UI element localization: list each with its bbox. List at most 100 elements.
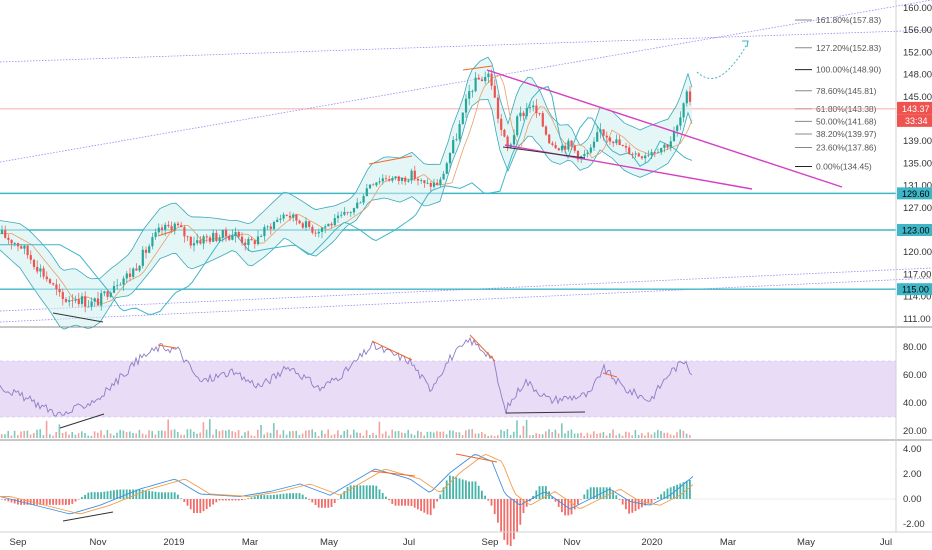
candle-body [618, 139, 621, 146]
level-price-tag[interactable] [897, 283, 932, 296]
divergence-line[interactable] [157, 229, 177, 237]
volume-bar [33, 432, 35, 438]
candle-body [608, 137, 612, 142]
macd-histogram-bar [193, 499, 195, 514]
macd-axis[interactable]: 4.00 2.00 0.00 -2.00 [903, 444, 925, 530]
volume-bar [36, 429, 38, 438]
divergence-line[interactable] [505, 411, 586, 414]
candle-body [628, 147, 631, 155]
volume-bar [513, 431, 515, 438]
level-price-tag[interactable] [897, 224, 932, 236]
macd-histogram-bar [577, 499, 579, 505]
price-tick-label: 152.00 [903, 47, 932, 58]
macd-histogram-bar [74, 499, 77, 502]
volume-bar [452, 430, 454, 438]
candle-body [490, 73, 493, 86]
volume-bar [65, 431, 67, 438]
macd-histogram-bar [676, 484, 678, 499]
volume-bar [673, 435, 675, 438]
volume-bar [557, 433, 560, 438]
volume-bar [625, 431, 627, 438]
divergence-line[interactable] [371, 340, 413, 361]
level-price-tag[interactable] [897, 187, 932, 200]
oscillator-axis[interactable]: 80.00 60.00 40.00 20.00 [903, 342, 927, 437]
candle-body [4, 230, 7, 238]
volume-bar [234, 432, 237, 438]
volume-bar [314, 432, 317, 438]
volume-bar [327, 429, 329, 438]
macd-histogram-bar [426, 499, 429, 515]
time-axis[interactable]: Sep Nov 2019 Mar May Jul Sep Nov 2020 Mar May Jul [10, 537, 893, 548]
candle-body [576, 150, 580, 160]
channel-upper-line[interactable] [486, 69, 843, 188]
volume-bar [125, 432, 128, 438]
countdown-tag[interactable] [897, 114, 932, 127]
macd-histogram-bar [631, 499, 634, 513]
volume-bar [401, 432, 403, 438]
candle-body [148, 246, 151, 253]
divergence-line[interactable] [455, 453, 498, 463]
divergence-line[interactable] [157, 344, 177, 349]
volume-bar [564, 433, 566, 438]
divergence-line[interactable] [368, 155, 413, 165]
volume-bar [340, 434, 342, 438]
divergence-line[interactable] [602, 372, 618, 378]
candle-body [116, 285, 119, 287]
oscillator-tick-label: 80.00 [903, 342, 927, 353]
last-price-tag[interactable] [897, 101, 932, 115]
divergence-line[interactable] [469, 334, 496, 362]
macd-histogram-bar [362, 485, 365, 499]
macd-histogram-bar [493, 499, 496, 515]
macd-histogram-bar [109, 490, 112, 499]
candle-body [541, 113, 544, 127]
volume-bar [263, 434, 265, 438]
divergence-line[interactable] [502, 146, 586, 159]
volume-bar [164, 430, 166, 438]
candle-body [544, 126, 548, 135]
macd-histogram-bar [503, 499, 506, 540]
volume-bar [298, 434, 301, 438]
divergence-line[interactable] [59, 413, 105, 429]
candle-body [301, 223, 304, 228]
candle-body [548, 134, 551, 144]
macd-histogram-bar [455, 477, 458, 499]
divergence-line[interactable] [62, 511, 114, 522]
bollinger-band-fill [0, 57, 692, 330]
candle-body [285, 214, 288, 216]
volume-bar [289, 431, 291, 438]
candle-body [93, 298, 96, 302]
macd-tick-label: -2.00 [903, 519, 925, 530]
volume-bar [129, 431, 131, 438]
volume-bar [58, 424, 61, 438]
divergence-line[interactable] [462, 65, 493, 71]
candle-body [288, 215, 292, 218]
volume-bar [205, 429, 208, 438]
price-tick-label: 135.00 [903, 158, 932, 169]
macd-histogram-bar [71, 499, 74, 504]
trend-line[interactable] [0, 29, 932, 63]
volume-bar [301, 433, 304, 438]
macd-histogram-bar [461, 479, 464, 499]
time-tick-label: Jul [403, 537, 415, 548]
macd-histogram-bar [586, 489, 589, 499]
trend-line[interactable] [0, 277, 932, 323]
candle-body [666, 144, 669, 148]
candle-body [298, 220, 301, 224]
price-axis[interactable]: 160.00156.00152.00148.00145.00142.00139.… [897, 3, 932, 325]
macd-histogram-bar [442, 487, 445, 499]
candle-body [7, 237, 10, 240]
divergence-line[interactable] [370, 470, 416, 477]
macd-histogram-bar [276, 494, 278, 499]
macd-histogram-bar [394, 499, 397, 506]
candle-body [480, 79, 484, 82]
candle-body [256, 236, 260, 245]
macd-histogram-bar [513, 499, 515, 540]
candle-body [106, 291, 109, 297]
macd-histogram-bar [417, 499, 419, 510]
volume-bar [330, 435, 333, 438]
volume-bar [269, 432, 272, 438]
volume-bar [561, 423, 563, 438]
macd-histogram-bar [157, 492, 160, 499]
volume-bar [141, 433, 144, 438]
divergence-line[interactable] [52, 312, 104, 323]
